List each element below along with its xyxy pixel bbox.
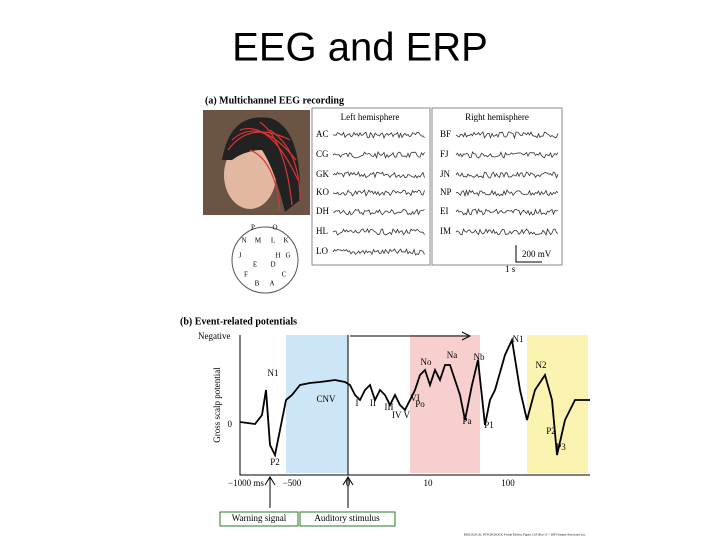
channel-label: BF (440, 129, 451, 139)
electrode-label: L (271, 237, 275, 245)
component-label: N1 (268, 368, 279, 378)
left-box (311, 107, 431, 266)
component-label: I (356, 398, 359, 408)
slide-title: EEG and ERP (232, 26, 488, 70)
eeg-trace (332, 171, 425, 179)
x-tick-label: 100 (501, 478, 515, 488)
channel-label: AC (316, 129, 329, 139)
event-label: Warning signal (232, 513, 287, 523)
event-arrows (264, 476, 354, 508)
scale-bar (515, 245, 542, 263)
eeg-trace (455, 151, 559, 159)
channel-label: GK (316, 169, 329, 179)
channel-label: DH (316, 206, 329, 216)
right-header: Right hemisphere (465, 112, 529, 122)
component-label: VI (410, 393, 420, 403)
electrode-label: H (275, 252, 280, 260)
event-label: Auditory stimulus (314, 513, 380, 523)
eeg-trace (332, 208, 425, 216)
voltage-scale: 200 mV (522, 249, 552, 259)
electrode-label: F (244, 271, 248, 279)
eeg-trace (455, 171, 559, 179)
electrode-label: E (253, 261, 257, 269)
component-label: Pa (463, 416, 472, 426)
channel-label: KO (316, 187, 329, 197)
electrode-label: A (269, 280, 274, 288)
x-tick-label: −1000 ms (228, 478, 264, 488)
channel-label: CG (316, 149, 329, 159)
channel-label: IM (440, 226, 451, 236)
electrode-label: M (255, 237, 262, 245)
component-label: P2 (546, 426, 556, 436)
component-label: N2 (536, 360, 547, 370)
head-map (231, 226, 299, 294)
cnv-band (286, 335, 348, 473)
left-header: Left hemisphere (341, 112, 400, 122)
zero-label: 0 (228, 419, 233, 429)
x-tick-label: 0 (346, 478, 351, 488)
stimulus-box (299, 511, 396, 527)
component-label: CNV (316, 394, 336, 404)
electrode-label: P (251, 224, 255, 232)
electrode-label: D (270, 261, 275, 269)
component-label: P3 (556, 442, 566, 452)
electrode-label: B (255, 280, 260, 288)
channel-label: LO (316, 246, 328, 256)
component-label: P1 (484, 420, 494, 430)
x-tick-label: 10 (424, 478, 434, 488)
eeg-trace (455, 131, 559, 140)
electrode-label: K (283, 237, 288, 245)
channel-label: JN (440, 169, 451, 179)
component-label: P2 (270, 457, 280, 467)
panel-a-label: (a) Multichannel EEG recording (205, 95, 344, 106)
eeg-trace (332, 131, 425, 140)
component-label: Na (447, 350, 458, 360)
eeg-trace (455, 207, 559, 216)
cap (222, 117, 301, 212)
component-label: Po (415, 399, 425, 409)
electrode-label: J (239, 252, 242, 260)
axes (239, 335, 590, 476)
electrode-label: O (272, 224, 277, 232)
eeg-trace (332, 248, 425, 256)
channel-label: FJ (440, 149, 449, 159)
eeg-trace (332, 189, 425, 197)
y-axis-label: Gross scalp potential (212, 367, 222, 443)
channel-label: HL (316, 226, 328, 236)
channel-label: NP (440, 187, 452, 197)
component-label: No (421, 357, 432, 367)
channel-label: EI (440, 206, 449, 216)
electrode-label: N (241, 237, 246, 245)
eeg-trace (332, 151, 425, 160)
eeg-trace (455, 189, 559, 198)
time-scale: 1 s (505, 264, 516, 274)
time-arrow (350, 331, 472, 341)
negative-label: Negative (198, 331, 230, 341)
erp-waveform (239, 336, 590, 458)
electrode-label: C (282, 271, 287, 279)
eeg-trace (332, 228, 425, 236)
warning-box (219, 511, 299, 527)
credit: BIOLOGICAL PSYCHOLOGY, Fourth Edition, F… (464, 532, 586, 538)
right-box (431, 107, 563, 266)
face (224, 141, 276, 209)
component-label: III (385, 402, 394, 412)
component-label: IV V (392, 410, 410, 420)
component-label: Nb (474, 352, 485, 362)
x-tick-label: −500 (283, 478, 302, 488)
electrode-label: G (285, 252, 290, 260)
panel-b-label: (b) Event-related potentials (180, 316, 297, 327)
component-label: N1 (513, 334, 524, 344)
eeg-trace (455, 227, 559, 236)
component-label: II (370, 398, 376, 408)
cap-wires (227, 121, 301, 211)
